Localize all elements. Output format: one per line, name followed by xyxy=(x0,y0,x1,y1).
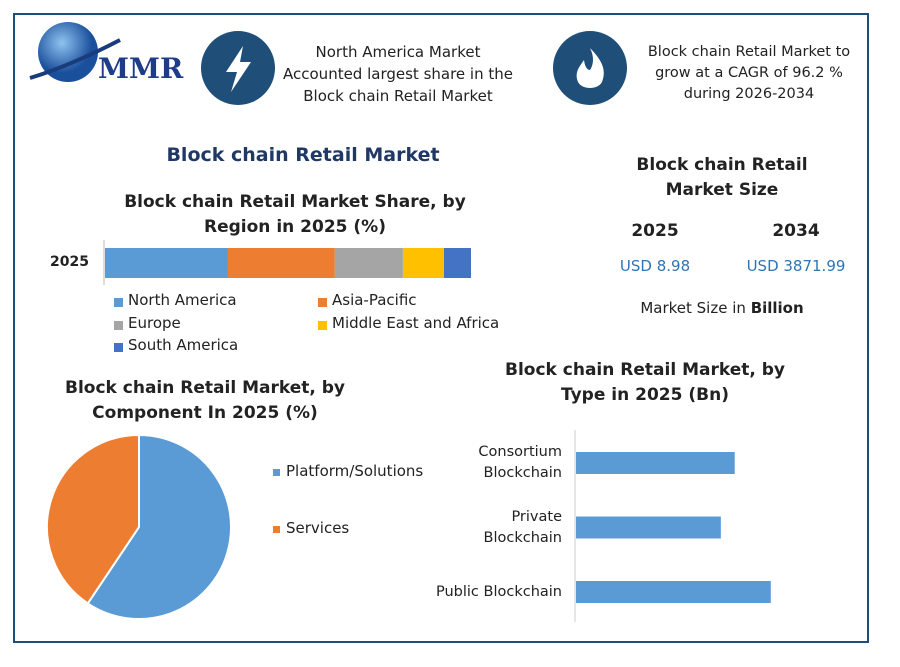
legend-label: Asia-Pacific xyxy=(332,291,417,309)
chart-title: Block chain Retail Market Share, by Regi… xyxy=(124,192,466,237)
legend-swatch xyxy=(318,321,327,330)
category-label: 2025 xyxy=(50,254,89,270)
highlight: North America Market Accounted largest s… xyxy=(283,43,513,105)
chart-title: Block chain Retail Market, by Component … xyxy=(65,378,345,423)
legend-swatch xyxy=(273,469,280,476)
highlight: Block chain Retail Market to grow at a C… xyxy=(647,44,851,103)
category-label: Consortium Blockchain xyxy=(478,444,562,482)
lightning-icon xyxy=(226,46,251,92)
bar-segment xyxy=(443,248,471,278)
bar xyxy=(576,581,771,603)
legend-label: South America xyxy=(128,336,239,354)
category-label: Public Blockchain xyxy=(435,583,562,600)
year: 2034 xyxy=(772,221,820,241)
logo-globe xyxy=(38,22,98,82)
pie-slice xyxy=(46,433,140,605)
legend-swatch xyxy=(318,298,327,307)
category-label: Private Blockchain xyxy=(483,508,562,546)
pie-slice xyxy=(86,433,232,620)
year: 2025 xyxy=(631,221,679,241)
legend-label: North America xyxy=(128,291,237,309)
frame xyxy=(13,13,869,643)
legend-label: Middle East and Africa xyxy=(332,314,500,332)
bar-segment xyxy=(105,248,228,278)
legend-swatch xyxy=(114,343,123,352)
unit-prefix: Market Size in xyxy=(640,299,746,317)
size-value: USD 3871.99 xyxy=(746,257,846,275)
chart-title: Block chain Retail Market, by Type in 20… xyxy=(505,360,785,405)
size-title: Block chain Retail Market Size xyxy=(636,155,808,200)
logo-text: MMR xyxy=(98,52,184,85)
bar xyxy=(576,452,735,474)
size-value: USD 8.98 xyxy=(619,257,691,275)
flame-icon xyxy=(576,48,604,88)
legend-swatch xyxy=(273,526,280,533)
bar xyxy=(576,516,721,539)
legend-label: Europe xyxy=(128,314,181,332)
icon-bg xyxy=(553,31,627,105)
main-title: Block chain Retail Market xyxy=(166,144,440,166)
bar-segment xyxy=(334,248,403,278)
bar-segment xyxy=(227,248,335,278)
legend-swatch xyxy=(114,321,123,330)
unit: Billion xyxy=(750,299,804,317)
size-unit: Market Size in Billion xyxy=(600,298,844,320)
legend-swatch xyxy=(114,298,123,307)
legend-label: Platform/Solutions xyxy=(286,462,424,480)
legend-label: Services xyxy=(286,519,350,537)
bar-segment xyxy=(402,248,444,278)
logo-swoosh xyxy=(29,38,121,80)
